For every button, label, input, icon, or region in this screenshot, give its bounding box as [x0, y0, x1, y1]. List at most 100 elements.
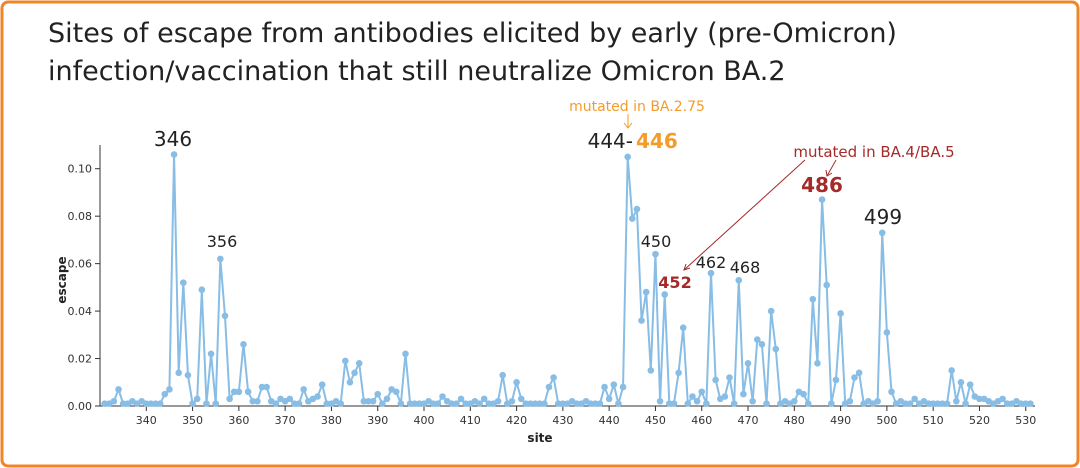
- point: [693, 397, 701, 405]
- point: [369, 397, 377, 405]
- x-tick-label: 420: [506, 414, 527, 427]
- point: [161, 390, 169, 398]
- x-tick-label: 380: [321, 414, 342, 427]
- point: [610, 381, 618, 388]
- point: [855, 369, 863, 377]
- point: [147, 400, 155, 407]
- point: [883, 329, 891, 336]
- point: [1003, 400, 1011, 407]
- point: [642, 288, 650, 296]
- point: [295, 400, 303, 407]
- point: [365, 397, 372, 405]
- point: [221, 312, 229, 320]
- point: [906, 400, 914, 407]
- point: [689, 393, 696, 400]
- point: [633, 205, 641, 213]
- point: [550, 374, 557, 381]
- point: [902, 400, 909, 407]
- point: [323, 400, 331, 407]
- point: [953, 397, 960, 405]
- point: [522, 400, 530, 407]
- point: [666, 400, 673, 407]
- point: [735, 276, 743, 284]
- x-tick-label: 520: [969, 414, 990, 427]
- point: [429, 400, 437, 407]
- point: [661, 291, 669, 298]
- point: [193, 395, 201, 403]
- x-tick-label: 340: [136, 414, 157, 427]
- point: [679, 324, 687, 332]
- point: [360, 397, 368, 405]
- point: [707, 269, 715, 277]
- point: [240, 341, 247, 348]
- point: [383, 395, 391, 403]
- point: [1027, 400, 1034, 407]
- point: [448, 400, 456, 407]
- point: [939, 400, 946, 407]
- point: [230, 388, 238, 396]
- point: [494, 397, 502, 405]
- point: [740, 390, 747, 398]
- point: [346, 378, 354, 386]
- point: [286, 395, 294, 403]
- point: [119, 400, 127, 407]
- point: [517, 395, 525, 403]
- point: [374, 390, 382, 398]
- annotation: 468: [730, 258, 761, 277]
- point: [772, 345, 780, 353]
- point: [110, 397, 118, 405]
- point: [254, 397, 261, 405]
- y-tick-label: 0.06: [68, 258, 93, 271]
- point: [476, 400, 483, 407]
- annotation: mutated in BA.4/BA.5: [793, 143, 954, 161]
- x-tick-label: 360: [228, 414, 249, 427]
- point: [573, 400, 581, 407]
- point: [814, 359, 821, 367]
- point: [508, 397, 516, 405]
- point: [152, 400, 159, 407]
- point: [416, 400, 423, 407]
- point: [1022, 400, 1030, 407]
- annotation: 450: [641, 232, 672, 251]
- x-tick-label: 490: [830, 414, 851, 427]
- point: [434, 400, 442, 407]
- x-tick-label: 530: [1015, 414, 1036, 427]
- point: [406, 400, 414, 407]
- point: [180, 279, 187, 286]
- y-tick-label: 0.02: [68, 353, 93, 366]
- point: [976, 395, 983, 403]
- annotation: 486: [801, 173, 843, 197]
- point: [318, 381, 326, 388]
- point: [453, 400, 460, 407]
- point: [411, 400, 419, 407]
- x-tick-label: 500: [876, 414, 897, 427]
- x-tick-label: 450: [645, 414, 666, 427]
- point: [457, 395, 465, 403]
- point: [698, 388, 706, 396]
- point: [925, 400, 932, 407]
- point: [791, 397, 798, 405]
- x-tick-label: 440: [599, 414, 620, 427]
- point: [767, 307, 775, 315]
- point: [619, 383, 627, 391]
- point: [647, 367, 655, 374]
- point: [684, 400, 692, 407]
- x-tick-label: 460: [691, 414, 712, 427]
- point: [397, 400, 405, 407]
- point: [943, 400, 951, 407]
- point: [203, 400, 210, 407]
- point: [462, 400, 469, 407]
- x-tick-label: 510: [923, 414, 944, 427]
- point: [753, 336, 761, 343]
- point: [217, 255, 224, 263]
- point: [823, 281, 831, 289]
- chart-title: Sites of escape from antibodies elicited…: [48, 18, 897, 49]
- point: [142, 400, 150, 407]
- point: [888, 388, 895, 396]
- y-tick-label: 0.04: [68, 305, 93, 318]
- point: [846, 397, 854, 405]
- y-axis-label: escape: [55, 256, 69, 303]
- point: [675, 369, 682, 377]
- point: [929, 400, 937, 407]
- point: [962, 400, 969, 407]
